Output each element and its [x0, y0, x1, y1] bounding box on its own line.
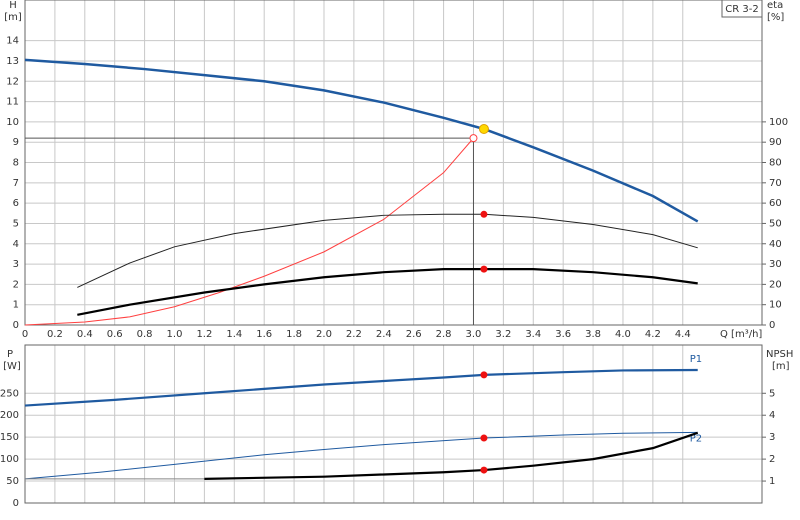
series-label: P1 [690, 354, 702, 365]
y2-tick-label: 40 [769, 239, 782, 250]
y-tick-label: 10 [6, 117, 19, 128]
x-tick-label: 0 [22, 329, 28, 340]
y2-tick-label: 80 [769, 158, 782, 169]
y-tick-label: 250 [0, 388, 19, 399]
y-tick-label: 12 [6, 76, 19, 87]
x-tick-label: 0.8 [137, 329, 153, 340]
y2-tick-label: 90 [769, 137, 782, 148]
x-tick-label: 1.8 [286, 329, 302, 340]
x-axis-label: Q [m³/h] [720, 329, 762, 340]
x-tick-label: 3.8 [585, 329, 601, 340]
y-tick-label: 14 [6, 36, 19, 47]
x-tick-label: 1.6 [256, 329, 272, 340]
y2-axis-unit: [m] [772, 361, 790, 372]
y2-tick-label: 1 [769, 476, 775, 487]
x-tick-label: 2.0 [316, 329, 332, 340]
x-tick-label: 0.6 [107, 329, 123, 340]
y-tick-label: 1 [13, 300, 19, 311]
y-tick-label: 4 [13, 239, 19, 250]
y-tick-label: 2 [13, 279, 19, 290]
operating-point [480, 371, 488, 379]
x-tick-label: 2.8 [436, 329, 452, 340]
y2-tick-label: 20 [769, 279, 782, 290]
curve [77, 213, 698, 288]
x-tick-label: 3.0 [466, 329, 482, 340]
x-tick-label: 3.4 [525, 329, 541, 340]
y2-tick-label: 2 [769, 454, 775, 465]
curve [24, 137, 474, 326]
y-axis-label: H [9, 0, 17, 11]
y-tick-label: 200 [0, 410, 19, 421]
y2-tick-label: 0 [769, 320, 775, 331]
curve [24, 431, 698, 480]
operating-point [480, 265, 488, 273]
x-tick-label: 1.4 [226, 329, 242, 340]
chart-title: CR 3-2 [725, 4, 758, 15]
title-box [721, 0, 763, 18]
y-tick-label: 0 [13, 320, 19, 331]
y-tick-label: 100 [0, 454, 19, 465]
y2-tick-label: 5 [769, 388, 775, 399]
series-label: P2 [690, 433, 702, 444]
y-tick-label: 0 [13, 498, 19, 509]
y-tick-label: 8 [13, 158, 19, 169]
y2-axis-unit: [%] [767, 12, 784, 23]
x-tick-label: 1.2 [196, 329, 212, 340]
y2-tick-label: 60 [769, 198, 782, 209]
x-tick-label: 4.4 [675, 329, 691, 340]
x-tick-label: 2.6 [406, 329, 422, 340]
plot-frame [24, 344, 763, 504]
x-tick-label: 2.2 [346, 329, 362, 340]
y2-axis-label: eta [767, 0, 783, 11]
y-tick-label: 13 [6, 56, 19, 67]
y-tick-label: 7 [13, 178, 19, 189]
y-tick-label: 11 [6, 97, 19, 108]
y-tick-label: 6 [13, 198, 19, 209]
y2-tick-label: 10 [769, 300, 782, 311]
y-axis-unit: [m] [4, 12, 22, 23]
y-tick-label: 9 [13, 137, 19, 148]
y2-tick-label: 70 [769, 178, 782, 189]
y2-tick-label: 3 [769, 432, 775, 443]
x-tick-label: 4.2 [645, 329, 661, 340]
y-tick-label: 150 [0, 432, 19, 443]
y2-tick-label: 50 [769, 218, 782, 229]
x-tick-label: 1.0 [167, 329, 183, 340]
y-tick-label: 3 [13, 259, 19, 270]
y2-tick-label: 100 [769, 117, 788, 128]
y2-tick-label: 4 [769, 410, 775, 421]
operating-point [480, 434, 488, 442]
curve [24, 58, 699, 223]
plot-frame [24, 0, 763, 326]
y2-tick-label: 30 [769, 259, 782, 270]
operating-point [480, 466, 488, 474]
operating-point [478, 123, 489, 134]
end-marker [469, 134, 478, 143]
x-tick-label: 0.2 [47, 329, 63, 340]
y-axis-unit: [W] [3, 361, 21, 372]
curve [77, 268, 698, 316]
y-tick-label: 5 [13, 218, 19, 229]
x-tick-label: 4.0 [615, 329, 631, 340]
x-tick-label: 0.4 [77, 329, 93, 340]
x-tick-label: 3.2 [495, 329, 511, 340]
operating-point [480, 210, 488, 218]
y-axis-label: P [7, 349, 13, 360]
x-tick-label: 3.6 [555, 329, 571, 340]
curve [24, 368, 698, 407]
x-tick-label: 2.4 [376, 329, 392, 340]
y-tick-label: 50 [6, 476, 19, 487]
y2-axis-label: NPSH [766, 349, 793, 360]
